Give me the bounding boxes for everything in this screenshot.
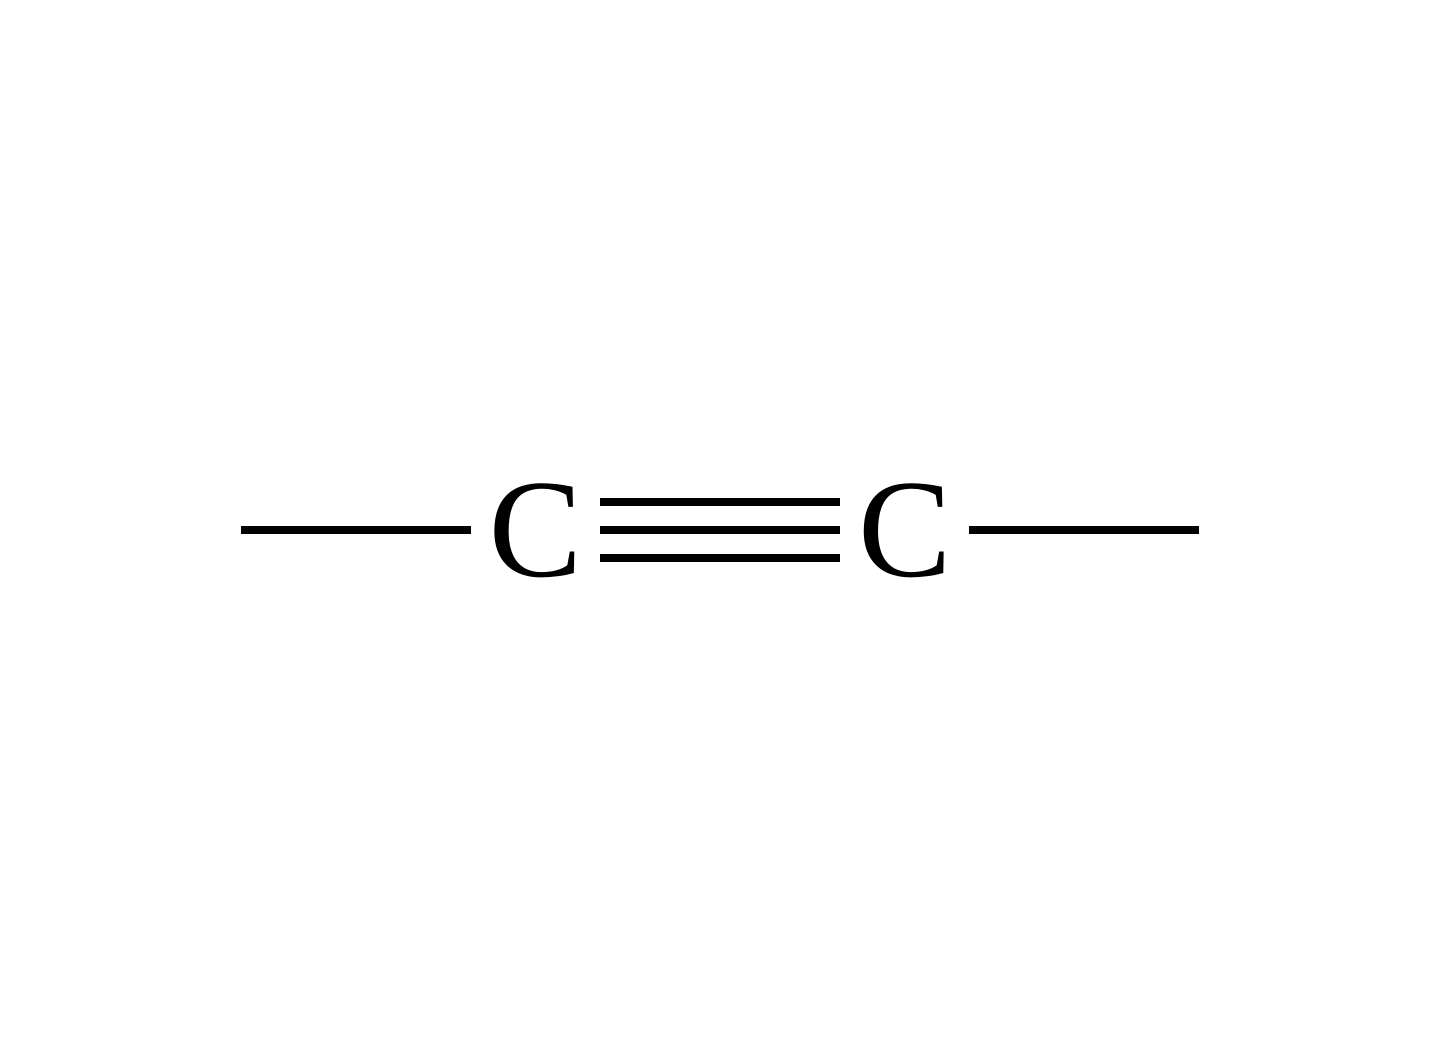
bond-line-middle [600,526,840,534]
alkyne-structure: C C [241,460,1200,600]
bond-line-bottom [600,554,840,562]
bond-line-top [600,498,840,506]
bond-line [969,526,1199,534]
carbon-atom-left: C [471,460,600,600]
left-single-bond [241,526,471,534]
carbon-atom-right: C [840,460,969,600]
bond-line [241,526,471,534]
triple-bond [600,498,840,562]
right-single-bond [969,526,1199,534]
